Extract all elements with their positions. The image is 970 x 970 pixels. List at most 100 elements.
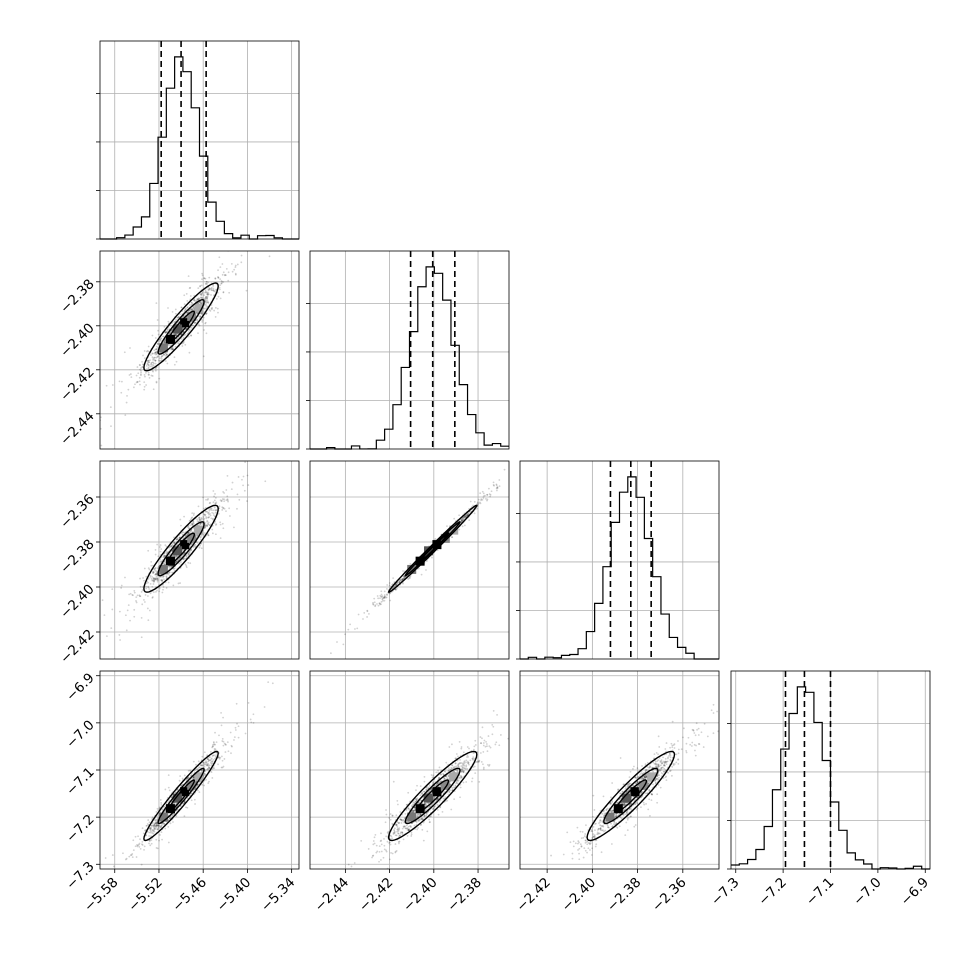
sample-point [192, 522, 194, 524]
sample-point [399, 578, 402, 581]
sample-point [380, 593, 383, 596]
sample-point [207, 289, 210, 291]
sample-point [527, 456, 529, 458]
sample-point [402, 577, 404, 580]
sample-point [207, 758, 210, 761]
sample-point [171, 544, 174, 547]
sample-point [157, 355, 160, 358]
sample-point [234, 729, 237, 731]
sample-point [165, 545, 168, 548]
sample-point [130, 854, 133, 856]
sample-point [225, 489, 228, 491]
sample-point [246, 474, 249, 477]
sample-point [174, 308, 177, 311]
sample-point [172, 348, 175, 351]
density-square [165, 804, 175, 814]
sample-point [151, 334, 154, 337]
sample-point [174, 561, 177, 564]
sample-point [205, 295, 208, 298]
sample-point [159, 544, 162, 546]
sample-point [190, 518, 192, 521]
sample-point [468, 519, 471, 522]
sample-point [152, 361, 155, 364]
sample-point [219, 499, 222, 502]
sample-point [192, 307, 195, 309]
sample-point [146, 823, 149, 825]
sample-point [152, 571, 154, 574]
sample-point [199, 764, 202, 767]
sample-point [206, 299, 209, 302]
sample-point [147, 363, 150, 366]
sample-point [160, 548, 163, 550]
sample-point [349, 623, 352, 626]
sample-point [59, 456, 61, 458]
sample-point [187, 525, 190, 528]
sample-point [163, 823, 166, 825]
sample-point [154, 553, 157, 556]
sample-point [204, 773, 206, 775]
contour-line [167, 532, 196, 566]
sample-point [155, 570, 158, 573]
sample-point [186, 299, 189, 302]
sample-point [218, 757, 221, 760]
sample-point [164, 341, 166, 344]
sample-point [222, 507, 225, 510]
sample-point [152, 577, 155, 580]
sample-point [197, 323, 200, 326]
sample-point [129, 592, 132, 595]
sample-point [151, 579, 154, 582]
sample-point [145, 824, 148, 827]
sample-point [157, 566, 160, 569]
sample-point [124, 414, 127, 417]
sample-point [154, 351, 156, 354]
sample-point [153, 822, 156, 825]
sample-point [196, 535, 199, 538]
sample-point [136, 845, 139, 848]
sample-point [185, 308, 187, 310]
sample-point [223, 492, 226, 494]
sample-point [185, 778, 188, 781]
sample-point [215, 288, 218, 291]
sample-point [401, 577, 404, 580]
sample-point [149, 827, 152, 830]
density-square [180, 787, 190, 797]
sample-point [225, 267, 228, 270]
sample-point [217, 269, 219, 272]
sample-point [222, 281, 225, 283]
sample-point [464, 516, 466, 519]
sample-point [141, 589, 144, 591]
sample-point [155, 576, 158, 578]
sample-point [158, 587, 161, 590]
sample-point [145, 575, 148, 578]
sample-point [425, 560, 428, 563]
sample-point [68, 961, 70, 963]
sample-point [116, 869, 118, 871]
sample-point [380, 603, 382, 606]
sample-point [183, 552, 186, 554]
sample-point [210, 517, 213, 520]
sample-point [174, 334, 177, 337]
sample-point [188, 329, 191, 331]
sample-point [153, 358, 156, 361]
sample-point [142, 577, 144, 579]
density-square [407, 564, 417, 574]
sample-point [154, 824, 157, 827]
sample-point [120, 587, 123, 589]
sample-point [177, 316, 180, 319]
sample-point [174, 555, 177, 558]
sample-point [150, 835, 152, 838]
sample-point [200, 296, 202, 299]
sample-point [165, 354, 168, 356]
sample-point [461, 525, 464, 528]
sample-point [132, 839, 135, 842]
sample-point [205, 764, 208, 767]
sample-point [199, 293, 202, 296]
sample-point [146, 359, 149, 362]
sample-point [223, 274, 226, 277]
sample-point [158, 824, 160, 827]
sample-point [185, 566, 188, 569]
sample-point [149, 359, 151, 362]
sample-point [296, 679, 298, 681]
sample-point [190, 799, 193, 802]
sample-point [197, 298, 199, 301]
